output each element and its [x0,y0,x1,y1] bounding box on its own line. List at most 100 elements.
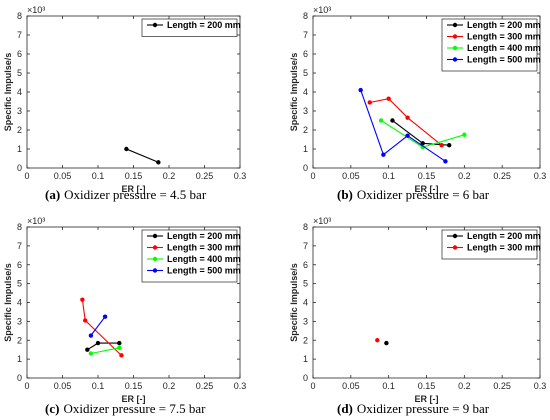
y-tick-label: 4 [303,87,308,97]
x-tick-label: 0.05 [342,171,360,181]
legend-item: Length = 200 mm [447,231,541,241]
y-tick-label: 1 [17,354,22,364]
legend-swatch-marker [152,245,158,250]
data-point [156,160,161,165]
data-series [378,118,467,150]
legend: Length = 200 mm [141,18,241,37]
data-point [358,87,363,93]
plot-area [26,15,241,169]
data-point [384,340,389,346]
data-point [85,347,90,352]
y-tick-label: 1 [303,144,308,154]
x-tick-label: 0.15 [418,171,436,181]
y-tick-label: 5 [303,279,308,289]
y-exponent-label: ×10³ [313,216,331,226]
y-exponent-label: ×10³ [313,5,331,15]
x-tick-label: 0 [310,171,315,181]
y-tick-label: 8 [303,11,308,21]
y-tick-label: 3 [303,106,308,116]
legend-swatch-marker [152,268,158,273]
data-point [83,318,88,323]
y-tick-label: 2 [17,335,22,345]
data-point [381,152,386,157]
legend: Length = 200 mm Length = 300 mm [441,229,541,260]
caption-text: Oxidizer pressure = 7.5 bar [63,401,206,416]
chart-panel: 0 0.05 0.1 0.15 0.2 0.25 0.3 0 1 2 3 4 5 6 7 8 ER [-] Spe… [289,5,546,202]
legend-box [441,229,538,260]
x-axis-label: ER [-] [122,184,146,194]
y-tick-label: 0 [303,163,308,173]
x-tick-label: 0.15 [125,381,143,391]
y-tick-label: 2 [303,125,308,135]
panel-caption: (d) Oxidizer pressure = 9 bar [337,401,490,416]
legend-item: Length = 200 mm [147,20,241,30]
y-tick-label: 2 [303,335,308,345]
x-tick-label: 0.15 [418,381,436,391]
legend-box [141,229,238,283]
legend-label: Length = 200 mm [167,231,241,241]
y-tick-label: 0 [303,373,308,383]
chart-panel: 0 0.05 0.1 0.15 0.2 0.25 0.3 0 1 2 3 4 5 6 7 8 ER [-] Spe… [3,5,246,202]
data-series [88,314,108,338]
x-tick-label: 0.2 [458,381,471,391]
legend-label: Length = 500 mm [467,55,541,65]
y-tick-label: 3 [303,316,308,326]
panel-caption: (c) Oxidizer pressure = 7.5 bar [45,401,206,416]
y-exponent-label: ×10³ [27,5,45,15]
series-line [90,316,106,336]
data-series [80,297,124,358]
y-tick-label: 4 [303,298,308,308]
data-point [95,340,101,346]
x-tick-label: 0.1 [382,381,395,391]
y-tick-label: 0 [17,163,22,173]
legend-label: Length = 300 mm [467,243,541,253]
legend-swatch-marker [452,45,458,51]
x-tick-label: 0 [310,381,315,391]
data-series [358,87,448,164]
data-point [117,345,122,350]
x-axis-label: ER [-] [122,394,146,404]
chart-panel: 0 0.05 0.1 0.15 0.2 0.25 0.3 0 1 2 3 4 5 6 7 8 ER [-] Spe… [3,216,246,416]
data-point [443,159,448,164]
y-axis-label: Specific Impulse/s [3,53,13,132]
y-axis-label: Specific Impulse/s [289,263,299,342]
x-axis-label: ER [-] [415,394,439,404]
legend-label: Length = 300 mm [167,243,241,253]
x-axis-label: ER [-] [415,184,439,194]
data-point [117,340,122,346]
data-series [384,340,389,346]
legend-box [141,18,238,37]
panel-label: (b) [337,187,353,202]
y-tick-label: 6 [303,260,308,270]
x-tick-label: 0.05 [54,171,72,181]
y-axis-label: Specific Impulse/s [3,263,13,342]
data-series [85,340,122,352]
x-tick-label: 0.3 [234,171,247,181]
data-point [102,314,108,319]
y-tick-label: 6 [303,49,308,59]
x-tick-label: 0.15 [125,171,143,181]
legend-label: Length = 400 mm [167,254,241,264]
y-tick-label: 7 [303,30,308,40]
y-tick-label: 3 [17,316,22,326]
legend-swatch-marker [152,256,158,262]
y-tick-label: 5 [303,68,308,78]
legend-label: Length = 400 mm [467,43,541,53]
x-tick-label: 0.3 [234,381,247,391]
panel-label: (c) [45,401,59,416]
caption-text: Oxidizer pressure = 9 bar [357,401,490,416]
data-point [386,96,391,101]
y-tick-label: 4 [17,298,22,308]
data-point [405,133,410,138]
x-tick-label: 0.2 [163,381,176,391]
caption-text: Oxidizer pressure = 4.5 bar [64,187,207,202]
x-tick-label: 0.1 [92,381,105,391]
x-tick-label: 0 [24,381,29,391]
y-tick-label: 8 [17,11,22,21]
x-tick-label: 0.2 [163,171,176,181]
panel-caption: (a) Oxidizer pressure = 4.5 bar [45,187,207,202]
legend-item: Length = 300 mm [447,243,541,253]
x-tick-label: 0.3 [534,171,547,181]
series-line [369,98,442,146]
x-tick-label: 0.05 [54,381,72,391]
